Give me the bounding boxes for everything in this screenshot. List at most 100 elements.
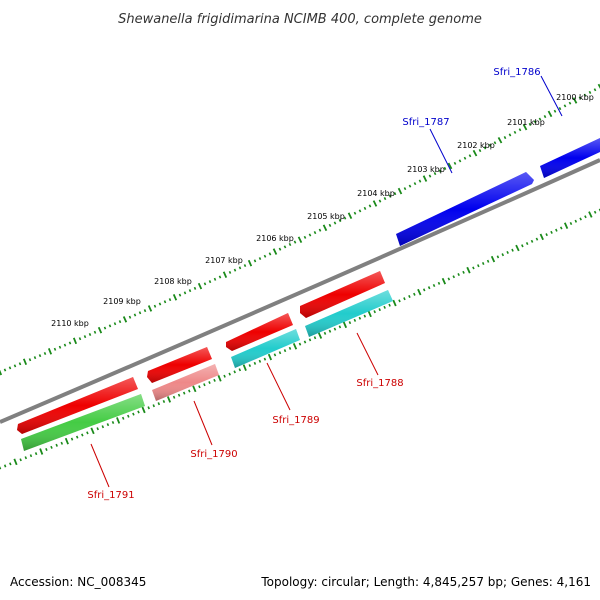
inner-tick: [588, 211, 593, 218]
inner-tick: [213, 378, 216, 382]
inner-tick: [3, 464, 7, 468]
topology-text: Topology: circular; Length: 4,845,257 bp…: [260, 575, 591, 589]
outer-tick: [553, 109, 557, 113]
inner-tick: [432, 283, 436, 288]
outer-tick: [403, 187, 407, 191]
inner-tick: [233, 370, 236, 374]
outer-tick: [153, 304, 157, 308]
inner-tick: [172, 395, 176, 399]
kbp-label: 2106 kbp: [256, 234, 294, 243]
gene-sfri-1788-arrow[interactable]: [300, 271, 385, 318]
outer-tick: [483, 146, 487, 150]
outer-tick: [68, 341, 72, 345]
inner-tick: [208, 381, 211, 385]
inner-tick: [457, 273, 460, 277]
inner-tick: [511, 248, 514, 252]
outer-tick: [408, 184, 412, 188]
inner-tick: [228, 372, 231, 376]
inner-tick: [188, 389, 191, 393]
outer-tick: [472, 149, 478, 157]
outer-tick: [93, 330, 97, 334]
inner-tick: [313, 336, 317, 340]
outer-tick: [268, 252, 272, 256]
outer-tick: [168, 298, 172, 302]
gene-label-sfri-1787[interactable]: Sfri_1787: [402, 117, 449, 128]
outer-tick: [413, 182, 417, 186]
inner-tick: [152, 404, 155, 408]
leader-sfri-1788: [356, 332, 379, 376]
inner-tick: [477, 264, 480, 268]
inner-tick: [96, 427, 99, 431]
gene-label-sfri-1788[interactable]: Sfri_1788: [356, 378, 403, 389]
outer-tick: [197, 282, 203, 290]
outer-tick: [278, 247, 282, 251]
gene-label-sfri-1789[interactable]: Sfri_1789: [272, 415, 319, 426]
outer-tick: [263, 254, 267, 258]
outer-tick: [318, 228, 322, 232]
outer-tick: [333, 221, 337, 225]
inner-tick: [19, 458, 22, 462]
inner-tick: [248, 364, 252, 368]
outer-tick: [583, 93, 587, 97]
inner-tick: [545, 233, 548, 237]
kbp-label-layer: 2100 kbp 2101 kbp 2102 kbp 2103 kbp 2104 kbp…: [51, 93, 594, 328]
outer-tick: [563, 104, 567, 108]
outer-tick: [313, 231, 317, 235]
inner-tick: [388, 303, 391, 307]
gene-sfri-1789-arrow[interactable]: [226, 313, 293, 351]
outer-tick: [518, 128, 522, 132]
outer-tick: [253, 259, 257, 263]
inner-tick: [64, 437, 69, 445]
outer-tick: [447, 162, 453, 170]
outer-tick: [228, 270, 232, 274]
outer-tick: [53, 347, 57, 351]
outer-tick-ring: [0, 83, 600, 376]
inner-tick: [157, 402, 161, 406]
outer-tick: [297, 236, 303, 243]
inner-tick: [530, 239, 534, 243]
inner-tick: [303, 340, 307, 344]
gene-sfri-1790-arrow[interactable]: [147, 347, 212, 383]
inner-tick: [288, 346, 292, 350]
outer-tick: [572, 97, 578, 104]
gene-sfri-1786-arrow[interactable]: [540, 138, 600, 178]
inner-tick: [34, 452, 38, 456]
gene-label-sfri-1790[interactable]: Sfri_1790: [190, 449, 237, 460]
outer-tick: [43, 351, 47, 356]
inner-tick: [292, 343, 298, 350]
gene-sfri-1787-arrow[interactable]: [396, 172, 534, 246]
outer-tick: [288, 242, 292, 247]
gene-label-sfri-1786[interactable]: Sfri_1786: [493, 67, 540, 78]
kbp-label: 2101 kbp: [507, 118, 545, 127]
outer-tick: [372, 200, 378, 207]
outer-tick: [428, 174, 432, 178]
outer-tick: [303, 235, 307, 239]
inner-tick: [39, 448, 44, 455]
inner-tick: [367, 310, 372, 318]
inner-tick: [569, 221, 573, 226]
outer-tick: [128, 315, 132, 319]
gene-sfri-1791-arrow[interactable]: [17, 377, 138, 434]
outer-tick: [233, 268, 237, 272]
inner-tick: [481, 261, 485, 266]
outer-tick: [28, 358, 32, 362]
gene-label-sfri-1791[interactable]: Sfri_1791: [87, 490, 134, 501]
inner-tick: [141, 406, 146, 414]
inner-tick: [392, 299, 397, 307]
outer-tick: [488, 143, 492, 147]
outer-tick: [83, 335, 87, 339]
outer-tick: [188, 289, 192, 293]
inner-tick: [398, 299, 401, 303]
outer-tick: [383, 197, 387, 201]
outer-tick: [597, 83, 600, 89]
gene-layer: [17, 138, 600, 434]
map-title: Shewanella frigidimarina NCIMB 400, comp…: [118, 12, 482, 27]
inner-tick: [348, 321, 352, 325]
outer-tick: [418, 179, 422, 183]
leader-sfri-1791: [90, 443, 110, 488]
inner-tick: [441, 277, 447, 285]
outer-tick: [368, 204, 372, 208]
outer-tick: [433, 172, 437, 176]
outer-tick: [183, 291, 187, 295]
inner-tick: [263, 357, 267, 361]
